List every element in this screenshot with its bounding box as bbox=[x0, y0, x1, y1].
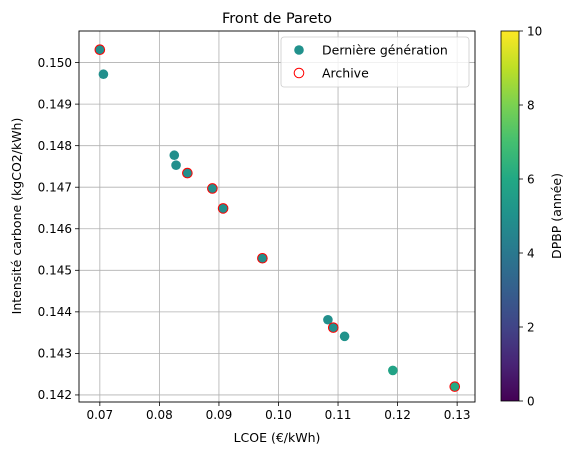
colorbar-tick-label: 8 bbox=[527, 98, 535, 112]
archive-point bbox=[207, 183, 218, 194]
archive-point bbox=[217, 203, 229, 214]
chart-title: Front de Pareto bbox=[222, 11, 332, 27]
y-tick-label: 0.150 bbox=[38, 56, 72, 70]
archive-point bbox=[182, 167, 193, 179]
scatter-point bbox=[218, 203, 228, 214]
colorbar-ticks: 0 2 4 6 8 10 bbox=[519, 24, 542, 408]
archive-point bbox=[449, 381, 461, 392]
scatter-point bbox=[257, 253, 268, 264]
scatter-point bbox=[328, 322, 339, 333]
colorbar-label: DPBP (année) bbox=[549, 173, 564, 259]
archive-point bbox=[257, 252, 268, 264]
scatter-point bbox=[169, 150, 180, 161]
x-tick-label: 0.13 bbox=[444, 408, 471, 422]
scatter-point bbox=[339, 331, 350, 342]
legend-box bbox=[280, 36, 470, 88]
colorbar-tick-label: 0 bbox=[527, 394, 535, 408]
scatter-point bbox=[182, 168, 193, 178]
x-axis-label: LCOE (€/kWh) bbox=[234, 430, 321, 445]
y-tick-label: 0.149 bbox=[38, 97, 72, 111]
colorbar-tick-label: 4 bbox=[527, 246, 535, 260]
y-tick-label: 0.142 bbox=[38, 388, 72, 402]
grid bbox=[79, 31, 475, 402]
archive-point bbox=[94, 44, 106, 55]
colorbar-tick-label: 2 bbox=[527, 320, 535, 334]
y-tick-label: 0.146 bbox=[38, 222, 72, 236]
scatter-point bbox=[207, 183, 218, 194]
scatter-point bbox=[449, 381, 460, 392]
colorbar-tick-label: 10 bbox=[527, 24, 542, 38]
scatter-point bbox=[323, 314, 333, 325]
scatter-point bbox=[98, 69, 109, 80]
x-tick-label: 0.09 bbox=[206, 408, 233, 422]
scatter-point bbox=[388, 365, 398, 376]
y-tick-label: 0.144 bbox=[38, 305, 72, 319]
colorbar: 0 2 4 6 8 10 DPBP (année) bbox=[500, 24, 564, 408]
y-tick-label: 0.148 bbox=[38, 139, 72, 153]
points bbox=[94, 44, 461, 392]
x-tick-label: 0.10 bbox=[265, 408, 292, 422]
x-axis-ticks: 0.07 0.08 0.09 0.10 0.11 0.12 0.13 bbox=[86, 402, 470, 422]
scatter-point bbox=[171, 160, 181, 170]
x-tick-label: 0.11 bbox=[325, 408, 352, 422]
x-tick-label: 0.08 bbox=[146, 408, 173, 422]
legend-marker-derniere-generation bbox=[294, 45, 304, 55]
legend-marker-archive bbox=[293, 67, 305, 79]
y-tick-label: 0.147 bbox=[38, 181, 72, 195]
y-tick-label: 0.145 bbox=[38, 264, 72, 278]
colorbar-tick-label: 6 bbox=[527, 172, 535, 186]
legend-label-archive: Archive bbox=[322, 66, 369, 81]
archive-point bbox=[327, 322, 339, 333]
colorbar-gradient bbox=[500, 30, 520, 402]
y-axis-label: Intensité carbone (kgCO2/kWh) bbox=[9, 118, 24, 315]
x-tick-label: 0.07 bbox=[86, 408, 113, 422]
legend-label-derniere-generation: Dernière génération bbox=[322, 43, 448, 58]
plot-frame bbox=[78, 30, 476, 403]
scatter-point bbox=[95, 44, 105, 55]
y-axis-ticks: 0.142 0.143 0.144 0.145 0.146 0.147 0.148 0.149… bbox=[38, 56, 79, 402]
legend: Dernière génération Archive bbox=[280, 36, 470, 88]
x-tick-label: 0.12 bbox=[384, 408, 411, 422]
y-tick-label: 0.143 bbox=[38, 347, 72, 361]
